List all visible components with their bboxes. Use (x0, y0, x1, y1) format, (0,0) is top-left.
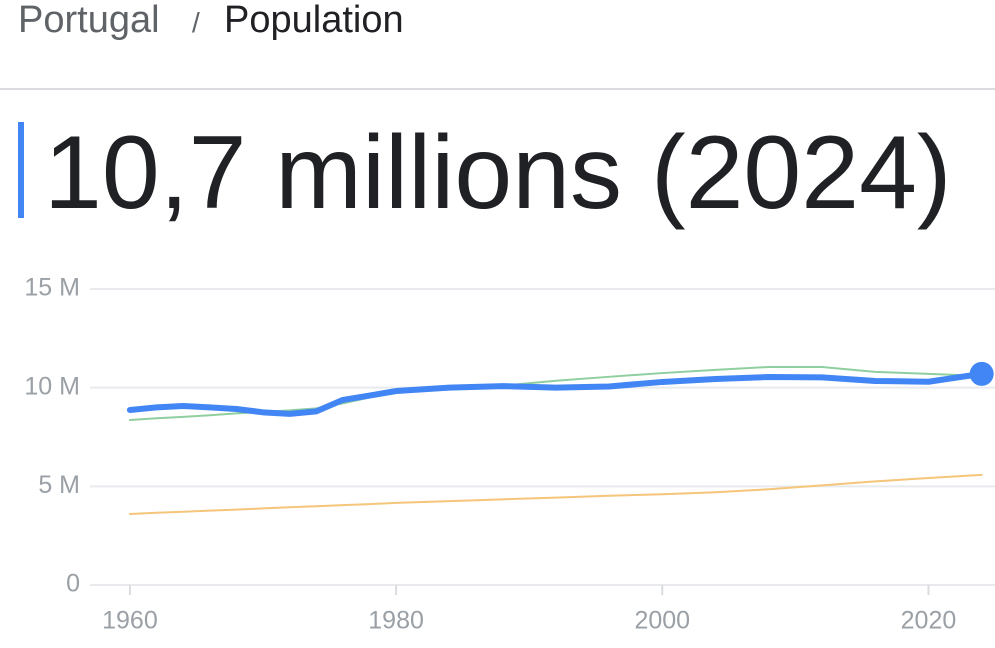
breadcrumb-topic: Population (224, 0, 404, 41)
series-line (128, 473, 983, 515)
accent-bar (18, 122, 24, 218)
x-tick-label: 1980 (368, 607, 424, 635)
end-point (969, 361, 994, 386)
y-tick-label: 15 M (24, 274, 80, 302)
headline: 10,7 millions (2024) (44, 115, 952, 231)
x-tick-label: 1960 (102, 607, 158, 635)
x-tick-label: 2000 (634, 607, 690, 635)
breadcrumb-separator: / (192, 7, 200, 38)
series-line (126, 370, 985, 417)
y-tick-label: 5 M (38, 471, 80, 499)
y-tick-label: 0 (66, 570, 80, 598)
breadcrumb-country[interactable]: Portugal (18, 0, 160, 41)
y-tick-label: 10 M (24, 372, 80, 400)
divider (0, 88, 995, 90)
x-tick-label: 2020 (901, 607, 957, 635)
